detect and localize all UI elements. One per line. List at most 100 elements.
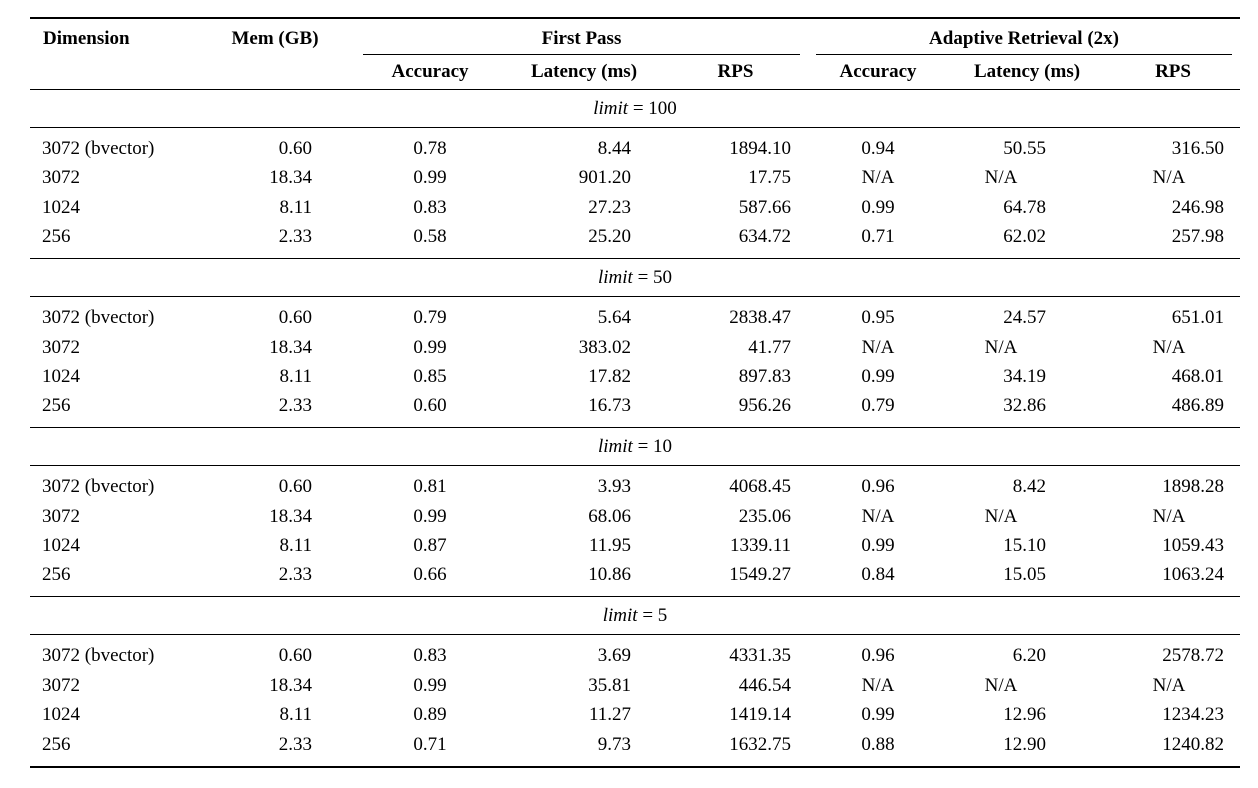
limit-variable: limit <box>593 98 629 119</box>
value-cell: 486.89 <box>1171 395 1225 417</box>
col-group-first-pass: First Pass <box>355 17 809 55</box>
value-cell: N/A <box>861 167 895 189</box>
value-cell: 0.79 <box>413 307 447 329</box>
limit-variable: limit <box>597 436 633 458</box>
value-cell: 3.93 <box>597 476 631 498</box>
table-row: 3072 (bvector) 0.60 0.81 3.93 4068.45 0.96 8.4… <box>30 466 1240 502</box>
value-cell: 3.69 <box>597 645 631 667</box>
value-cell: 0.99 <box>413 674 447 696</box>
table-row: 1024 8.11 0.85 17.82 897.83 0.99 34.19 468.01 <box>30 362 1240 391</box>
dimension-cell: 3072 <box>42 167 80 189</box>
value-cell: 383.02 <box>578 336 631 358</box>
dimension-cell: 3072 (bvector) <box>42 476 155 498</box>
value-cell: 468.01 <box>1171 365 1225 387</box>
value-cell: 34.19 <box>1003 365 1047 387</box>
value-cell: 0.99 <box>413 505 447 527</box>
value-cell: 8.11 <box>279 196 312 218</box>
table-row: 1024 8.11 0.87 11.95 1339.11 0.99 15.10 1059.43 <box>30 531 1240 560</box>
section-header-row: limit = 5 <box>30 596 1241 636</box>
dimension-cell: 256 <box>42 226 71 248</box>
value-cell: 0.81 <box>413 476 447 498</box>
value-cell: 18.34 <box>269 336 312 358</box>
col-header-mem: Mem (GB) <box>195 17 355 90</box>
value-cell: 257.98 <box>1171 226 1225 248</box>
value-cell: 15.10 <box>1003 535 1047 556</box>
value-cell: 10.86 <box>588 564 631 586</box>
value-cell: 8.42 <box>1012 476 1047 498</box>
dimension-cell: 1024 <box>42 365 80 387</box>
table-row: 3072 (bvector) 0.60 0.83 3.69 4331.35 0.96 6.2… <box>30 635 1240 671</box>
value-cell: 956.26 <box>738 395 792 417</box>
value-cell: 18.34 <box>269 167 312 189</box>
value-cell: 2.33 <box>278 226 312 248</box>
dimension-cell: 3072 <box>42 505 80 527</box>
section-header-row: limit = 10 <box>30 427 1241 467</box>
value-cell: 1063.24 <box>1162 564 1225 586</box>
value-cell: 8.11 <box>279 535 312 556</box>
value-cell: 35.81 <box>588 674 631 696</box>
value-cell: 4331.35 <box>729 645 792 667</box>
value-cell: 1339.11 <box>729 535 792 556</box>
value-cell: 5.64 <box>597 307 631 329</box>
value-cell: 6.20 <box>1012 645 1047 667</box>
table-row: 3072 18.34 0.99 383.02 41.77 N/A N/A N/A <box>30 332 1240 361</box>
section-limit-label: limit = 10 <box>30 427 1241 467</box>
value-cell: 41.77 <box>748 336 792 358</box>
value-cell: 0.99 <box>861 704 895 726</box>
value-cell: 0.95 <box>861 307 895 329</box>
value-cell: 0.83 <box>413 645 447 667</box>
dimension-cell: 1024 <box>42 535 80 556</box>
value-cell: 0.60 <box>278 138 312 159</box>
table-row: 1024 8.11 0.89 11.27 1419.14 0.99 12.96 1234.23 <box>30 700 1240 729</box>
col-header-dimension: Dimension <box>30 17 195 90</box>
value-cell: 25.20 <box>588 226 631 248</box>
table-row: 3072 (bvector) 0.60 0.79 5.64 2838.47 0.95 24.… <box>30 297 1240 333</box>
value-cell: N/A <box>1152 505 1186 527</box>
col-group-adaptive-retrieval-label: Adaptive Retrieval (2x) <box>816 19 1233 55</box>
value-cell: 2578.72 <box>1162 645 1225 667</box>
value-cell: 0.79 <box>861 395 895 417</box>
value-cell: 0.83 <box>413 196 447 218</box>
value-cell: 0.96 <box>861 645 895 667</box>
section-header-row: limit = 50 <box>30 258 1241 298</box>
value-cell: 0.60 <box>278 645 312 667</box>
value-cell: 0.58 <box>413 226 447 248</box>
value-cell: 897.83 <box>738 365 792 387</box>
col-header-fp-accuracy: Accuracy <box>355 55 505 90</box>
value-cell: N/A <box>984 674 1018 696</box>
value-cell: 12.90 <box>1003 733 1047 755</box>
value-cell: 16.73 <box>588 395 631 417</box>
value-cell: 0.99 <box>413 167 447 189</box>
value-cell: 24.57 <box>1003 307 1047 329</box>
value-cell: 2.33 <box>278 733 312 755</box>
value-cell: 11.27 <box>588 704 631 726</box>
table-footer <box>30 765 1241 769</box>
value-cell: 1419.14 <box>729 704 792 726</box>
dimension-cell: 256 <box>42 564 71 586</box>
col-header-fp-latency: Latency (ms) <box>505 55 663 90</box>
col-header-fp-rps: RPS <box>663 55 809 90</box>
value-cell: 8.11 <box>279 704 312 726</box>
value-cell: 1234.23 <box>1162 704 1225 726</box>
value-cell: 18.34 <box>269 505 312 527</box>
value-cell: 0.66 <box>413 564 447 586</box>
value-cell: 901.20 <box>578 167 631 189</box>
table-body: limit = 100 3072 (bvector) 0.60 0.78 8.44 189… <box>30 89 1241 767</box>
value-cell: N/A <box>861 336 895 358</box>
value-cell: 0.71 <box>413 733 447 755</box>
value-cell: N/A <box>984 505 1018 527</box>
dimension-cell: 1024 <box>42 196 80 218</box>
table-row: 3072 (bvector) 0.60 0.78 8.44 1894.10 0.94 50.… <box>30 128 1240 164</box>
col-group-first-pass-label: First Pass <box>363 19 801 55</box>
value-cell: 0.99 <box>861 365 895 387</box>
limit-value: = 10 <box>632 436 673 458</box>
value-cell: 0.60 <box>278 307 312 329</box>
value-cell: 0.88 <box>861 733 895 755</box>
table-row: 3072 18.34 0.99 901.20 17.75 N/A N/A N/A <box>30 163 1240 192</box>
dimension-cell: 3072 (bvector) <box>42 645 155 667</box>
value-cell: 27.23 <box>588 196 631 218</box>
value-cell: 1549.27 <box>729 564 792 586</box>
table-row: 3072 18.34 0.99 68.06 235.06 N/A N/A N/A <box>30 501 1240 530</box>
dimension-cell: 1024 <box>42 704 80 726</box>
value-cell: 4068.45 <box>729 476 792 498</box>
